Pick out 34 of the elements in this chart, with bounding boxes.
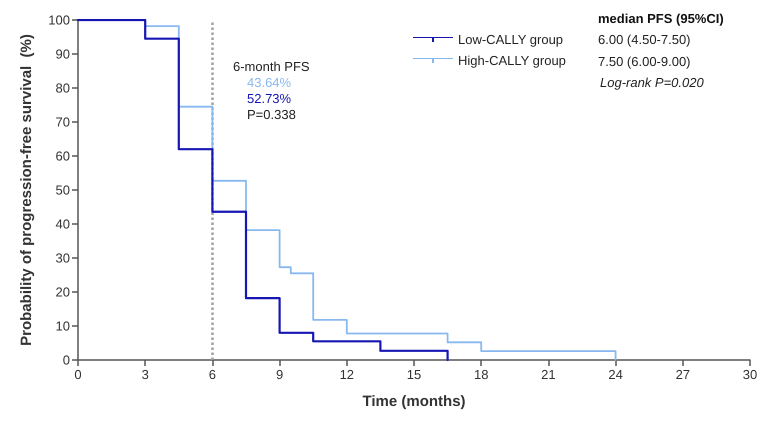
y-tick-label: 90 [56, 46, 70, 62]
annotation: median PFS (95%CI) [598, 11, 724, 26]
x-tick-label: 9 [276, 367, 284, 382]
x-tick-label: 15 [406, 367, 422, 382]
y-tick-label: 100 [48, 12, 70, 28]
x-tick-label: 18 [474, 367, 488, 382]
y-tick-label: 60 [56, 148, 70, 164]
x-tick-label: 3 [142, 367, 149, 382]
y-tick-label: 0 [62, 352, 70, 368]
y-tick-label: 40 [56, 216, 70, 232]
annotation: Log-rank P=0.020 [600, 75, 704, 90]
x-tick-label: 30 [742, 367, 758, 382]
x-axis-title: Time (months) [362, 393, 466, 410]
y-axis-title: Probability of progression-free survival (%) [18, 34, 35, 346]
annotation: 6-month PFS [233, 59, 310, 74]
annotation: P=0.338 [247, 107, 296, 122]
y-tick-label: 10 [56, 318, 70, 334]
legend-label: Low-CALLY group [458, 32, 564, 47]
x-tick-label: 24 [608, 367, 623, 382]
y-tick-label: 50 [56, 182, 70, 198]
y-tick-label: 80 [56, 80, 70, 96]
x-tick-label: 27 [676, 367, 690, 382]
annotation: 7.50 (6.00-9.00) [598, 54, 691, 69]
annotation: 6.00 (4.50-7.50) [598, 32, 691, 47]
y-tick-label: 30 [56, 250, 70, 266]
y-tick-label: 20 [56, 284, 70, 300]
x-tick-label: 0 [74, 367, 82, 382]
legend-label: High-CALLY group [458, 53, 566, 68]
x-tick-label: 21 [541, 367, 556, 382]
x-tick-label: 12 [340, 367, 354, 382]
annotation: 52.73% [247, 91, 292, 106]
x-tick-label: 6 [208, 367, 216, 382]
y-tick-label: 70 [56, 114, 70, 130]
annotation: 43.64% [247, 75, 292, 90]
